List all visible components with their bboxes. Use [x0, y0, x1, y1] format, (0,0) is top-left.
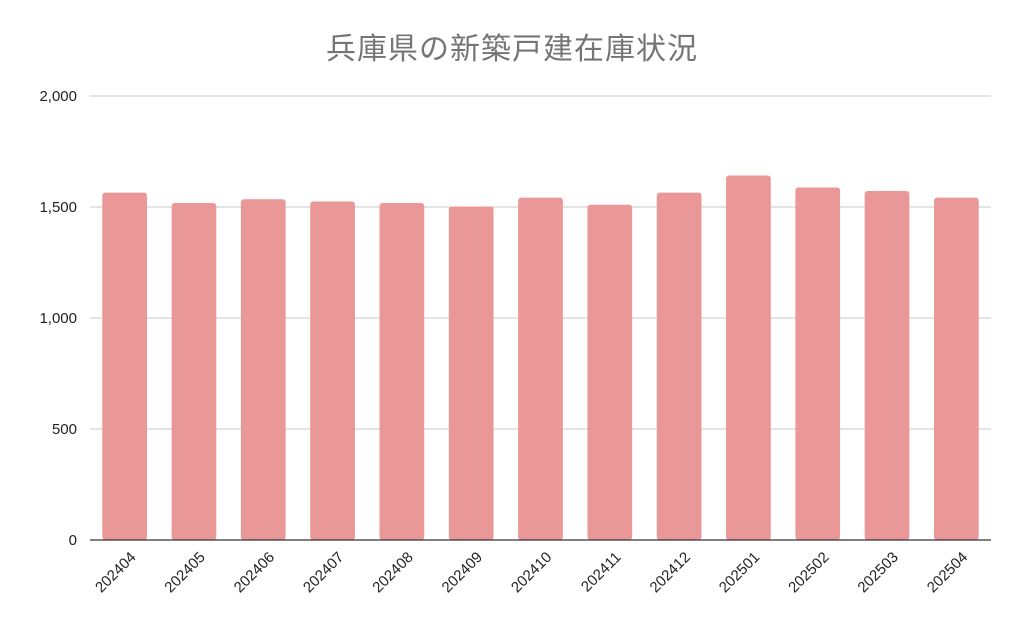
bars	[102, 175, 979, 541]
bar-202404	[102, 192, 148, 540]
x-tick-label: 202504	[924, 549, 971, 596]
bar-202409	[448, 206, 494, 540]
bar-202412	[656, 192, 702, 540]
bar-202411	[587, 204, 633, 540]
x-tick-label: 202503	[854, 549, 901, 596]
x-tick-label: 202404	[92, 549, 139, 596]
x-tick-label: 202406	[231, 549, 278, 596]
x-tick-label: 202405	[161, 549, 208, 596]
y-axis-tick-labels: 0 500 1,000 1,500 2,000	[39, 88, 77, 549]
x-axis-tick-labels: 202404 202405 202406 202407 202408 202409 2024…	[92, 549, 971, 596]
bar-202504	[933, 197, 979, 540]
y-tick-label: 0	[69, 532, 77, 549]
bar-202410	[518, 197, 563, 540]
bar-202501	[726, 175, 771, 540]
x-tick-label: 202409	[439, 549, 486, 596]
y-tick-label: 2,000	[39, 88, 77, 105]
bar-202406	[240, 199, 286, 541]
bar-202407	[310, 201, 355, 540]
chart-title: 兵庫県の新築戸建在庫状況	[326, 32, 698, 67]
bar-202502	[795, 187, 841, 541]
x-tick-label: 202407	[300, 549, 347, 596]
x-tick-label: 202411	[578, 549, 625, 596]
bar-202503	[864, 191, 910, 541]
bar-202408	[379, 203, 425, 540]
x-tick-label: 202408	[369, 549, 416, 596]
bar-202405	[171, 203, 217, 540]
x-tick-label: 202502	[785, 549, 832, 596]
x-tick-label: 202412	[647, 549, 694, 596]
y-tick-label: 1,500	[39, 199, 77, 216]
y-tick-label: 500	[52, 421, 77, 438]
x-tick-label: 202501	[716, 549, 763, 596]
y-tick-label: 1,000	[39, 310, 77, 327]
x-tick-label: 202410	[508, 549, 555, 596]
